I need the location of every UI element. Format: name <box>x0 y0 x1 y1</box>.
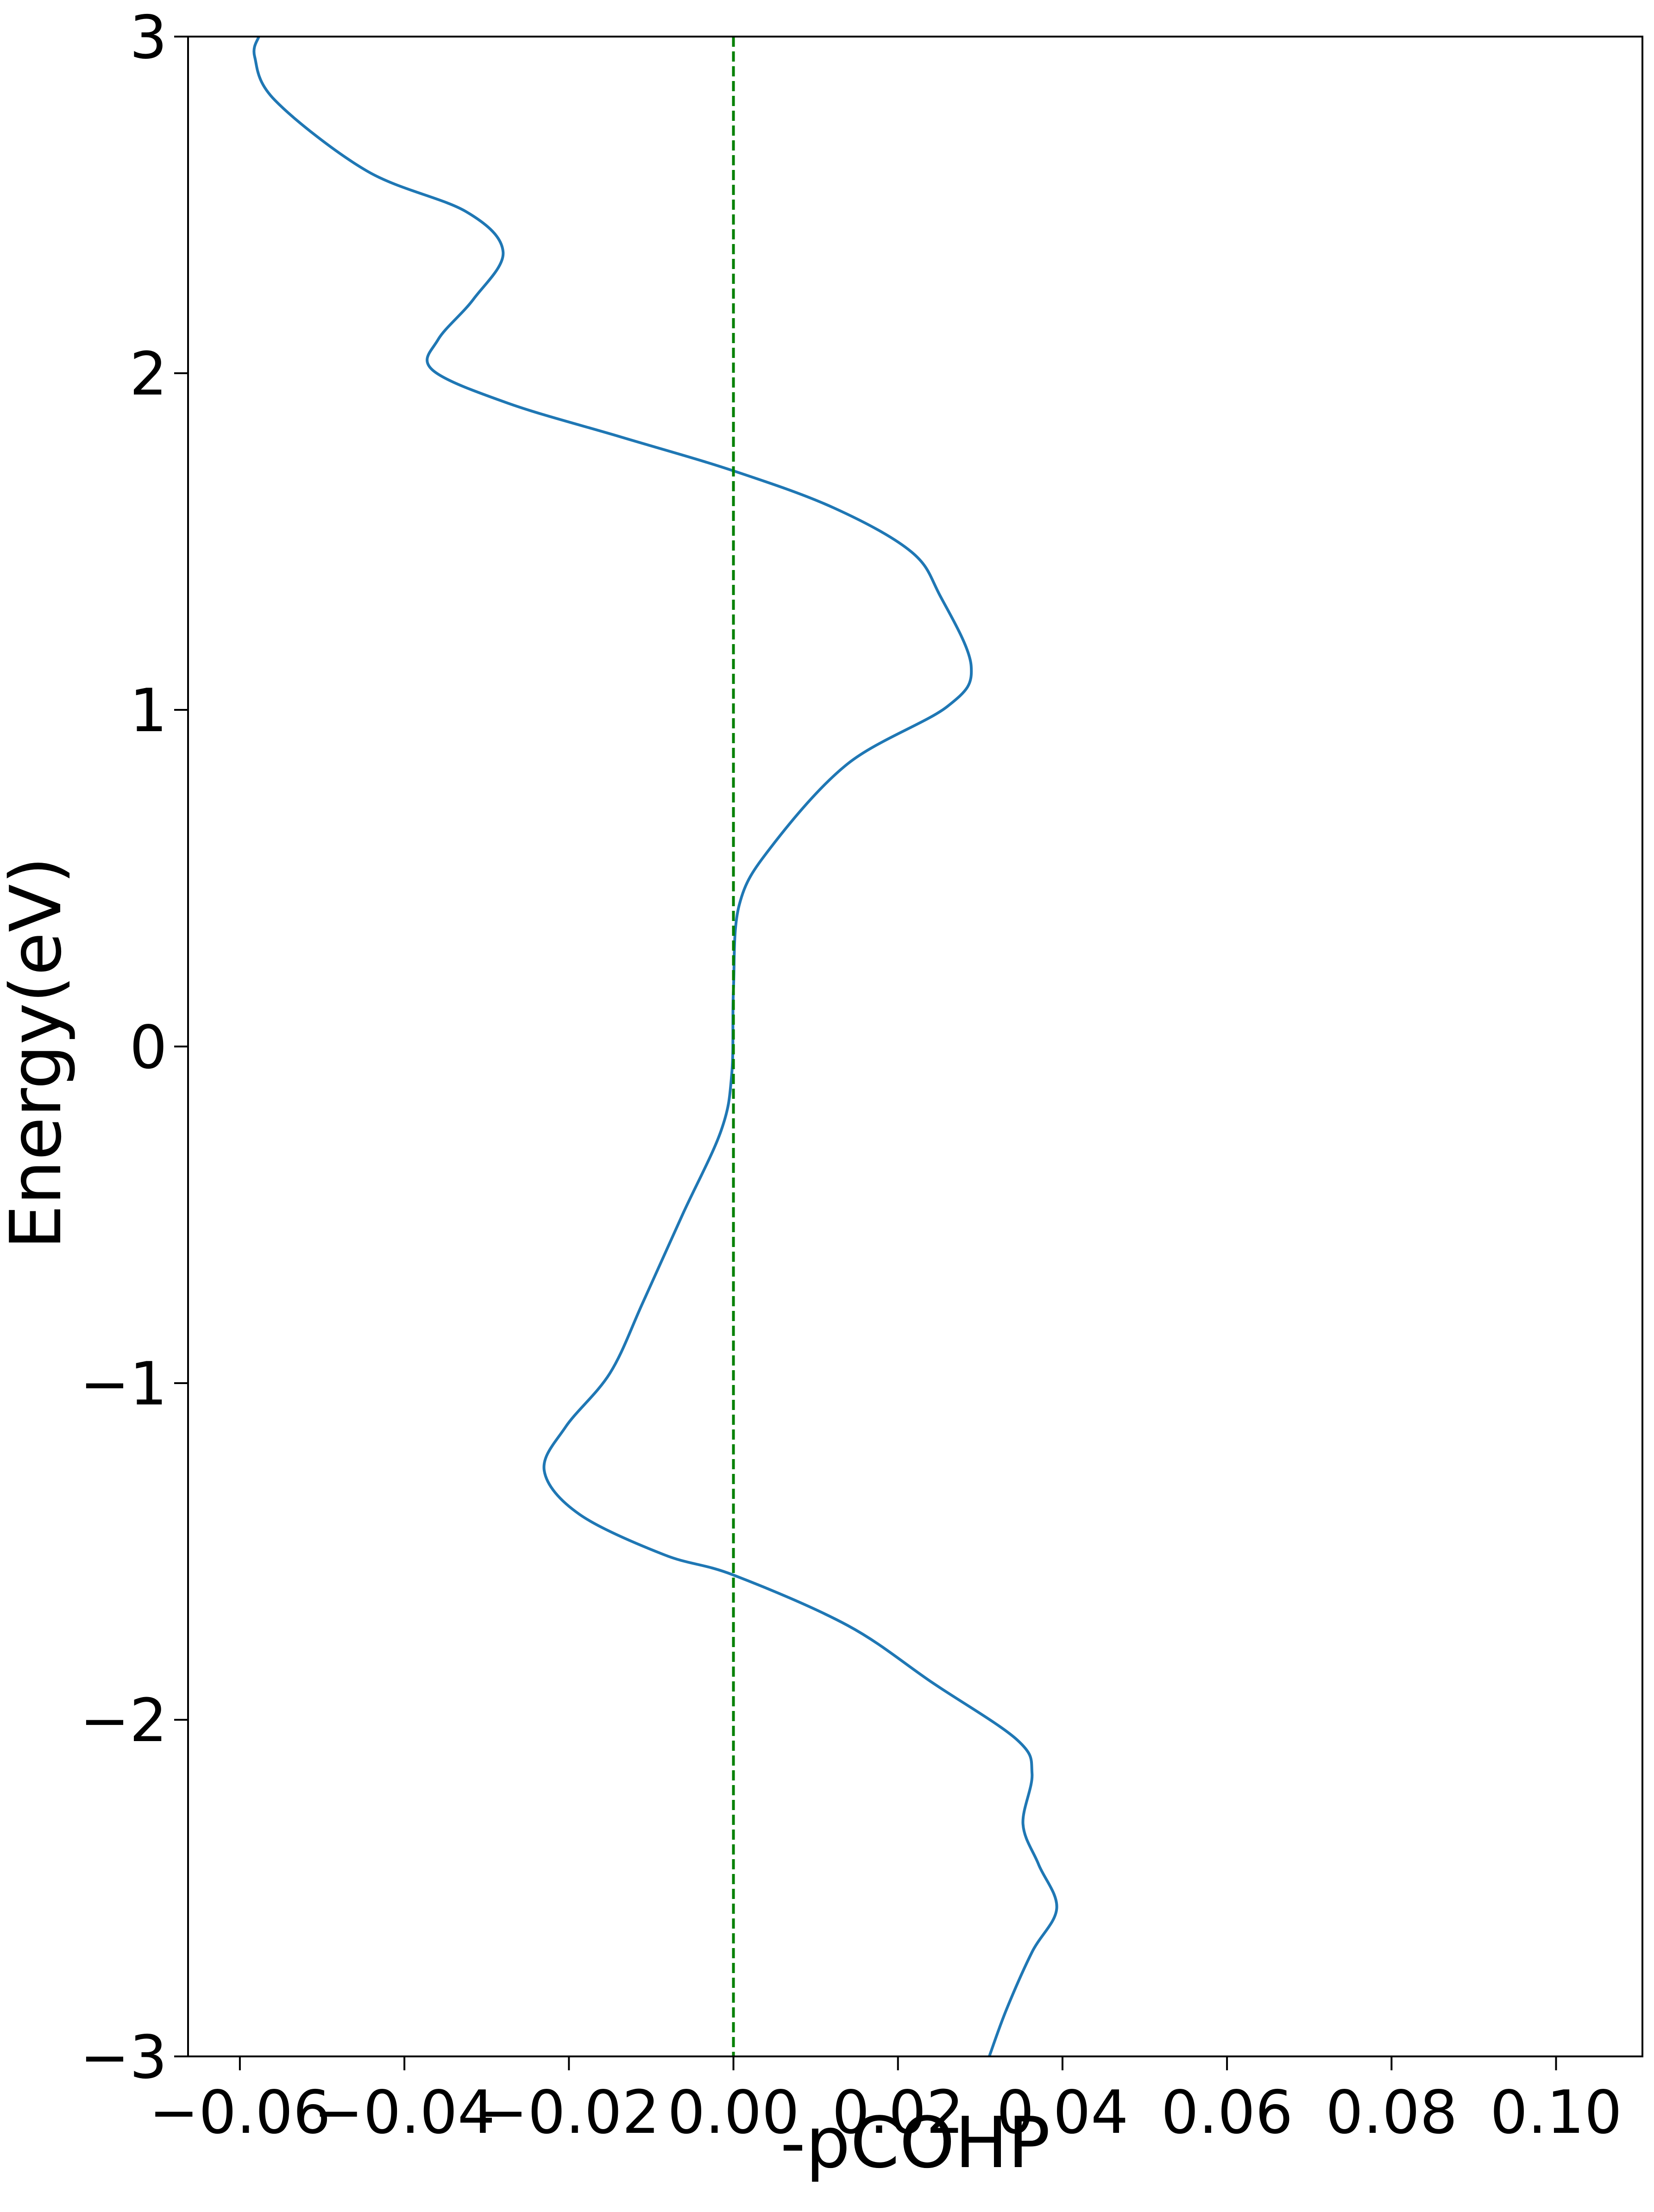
x-tick-label: 0.04 <box>996 2078 1128 2147</box>
x-tick-label: 0.00 <box>667 2078 799 2147</box>
x-tick-label: −0.02 <box>478 2078 660 2147</box>
x-tick-label: 0.08 <box>1326 2078 1458 2147</box>
y-tick-label: 1 <box>130 677 167 746</box>
y-tick-label: 0 <box>130 1013 167 1082</box>
data-line <box>252 36 1058 2057</box>
x-tick-label: 0.06 <box>1161 2078 1293 2147</box>
x-tick-label: −0.04 <box>314 2078 495 2147</box>
y-tick-label: 3 <box>130 3 167 72</box>
y-tick-label: 2 <box>130 340 167 409</box>
x-tick-label: −0.06 <box>149 2078 331 2147</box>
x-axis-label: -pCOHP <box>780 2102 1050 2184</box>
x-tick-label: 0.02 <box>832 2078 964 2147</box>
y-axis-label: Energy(eV) <box>0 857 77 1249</box>
plot-frame <box>187 36 1643 2057</box>
x-tick-label: 0.10 <box>1490 2078 1622 2147</box>
y-tick-label: −1 <box>80 1350 167 1419</box>
y-tick-label: −3 <box>80 2023 167 2092</box>
y-tick-label: −2 <box>80 1686 167 1755</box>
